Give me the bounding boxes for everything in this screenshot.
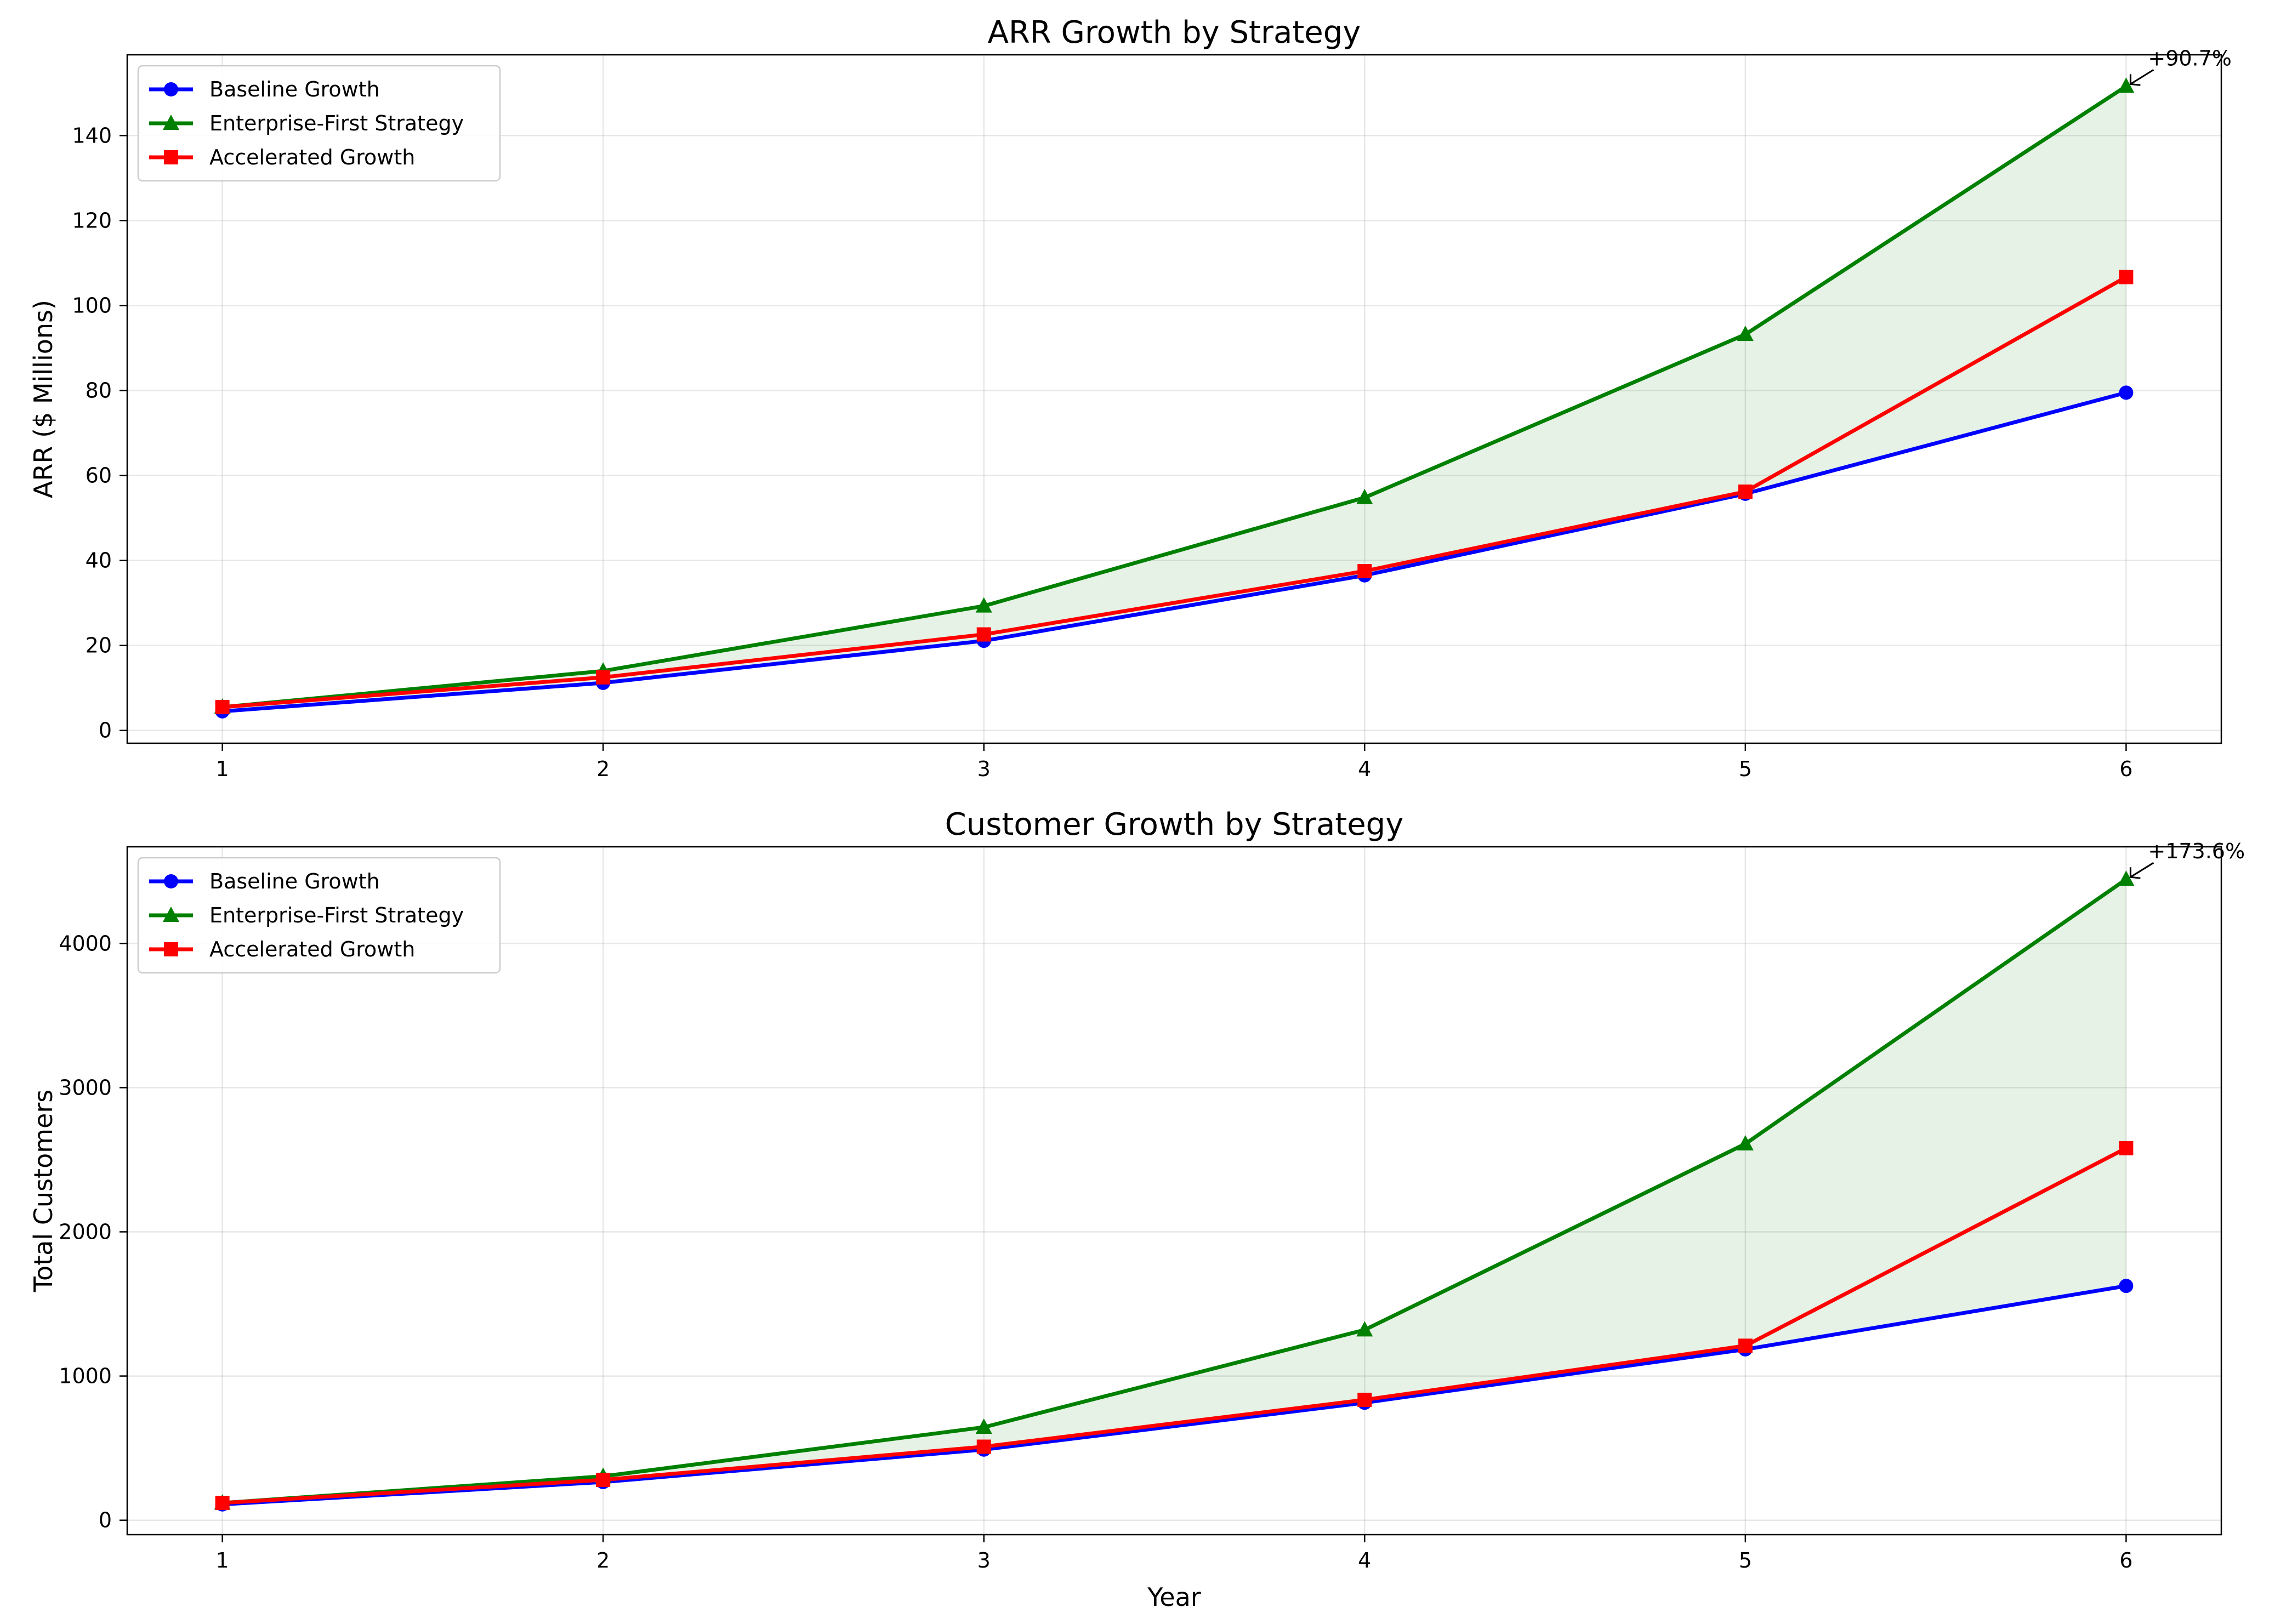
customer-growth-chart: 1 2 3 4 5 6 0 1000 2000 3000 4000 Customer Growth b… (29, 807, 2245, 1612)
chart0-x-tick-label-2: 2 (596, 757, 610, 781)
chart0-point-accelerated-growth-5 (1738, 485, 1753, 499)
chart0-y-tick-label-20: 20 (86, 634, 112, 658)
chart1-annotation-text: +173.6% (2148, 839, 2245, 863)
chart1-legend-marker-accelerated-growth (164, 942, 178, 956)
chart0-legend-marker-enterprise-first-strategy (163, 115, 179, 130)
chart1-axes-frame (126, 846, 2222, 1536)
chart1-series-line-accelerated-growth (222, 1146, 2127, 1505)
chart1-point-accelerated-growth-5 (1738, 1338, 1753, 1353)
chart0-fill-between-area (222, 86, 2126, 711)
chart1-y-tick-label-1000: 1000 (59, 1364, 112, 1388)
chart1-y-tick-label-2000: 2000 (59, 1220, 112, 1244)
chart1-y-axis-label: Total Customers (29, 1090, 58, 1292)
chart1-annotation-arrowhead (2129, 867, 2141, 879)
chart1-point-enterprise-first-strategy-5 (1737, 1135, 1754, 1150)
chart1-y-tick-label-4000: 4000 (59, 931, 112, 955)
chart0-point-accelerated-growth-1 (215, 700, 230, 715)
chart1-legend-label-enterprise-first-strategy: Enterprise-First Strategy (209, 903, 464, 927)
chart0-point-enterprise-first-strategy-3 (975, 597, 992, 613)
chart1-point-accelerated-growth-2 (596, 1473, 611, 1488)
chart0-annotation-arrowhead (2129, 74, 2141, 86)
chart0-legend-label-enterprise-first-strategy: Enterprise-First Strategy (209, 111, 464, 135)
chart1-y-tick-label-3000: 3000 (59, 1075, 112, 1099)
chart1-x-tick-label-6: 6 (2119, 1548, 2132, 1572)
chart0-axes-frame (126, 54, 2222, 744)
chart1-annotation-arrow (2130, 862, 2154, 878)
chart0-point-enterprise-first-strategy-6 (2118, 77, 2135, 93)
chart1-point-enterprise-first-strategy-3 (975, 1418, 992, 1434)
chart0-point-baseline-growth-6 (2119, 385, 2134, 400)
chart0-y-tick-label-60: 60 (86, 464, 112, 488)
chart1-x-tick-label-4: 4 (1358, 1548, 1371, 1572)
chart0-y-tick-label-0: 0 (99, 719, 112, 743)
chart1-y-tick-label-0: 0 (99, 1508, 112, 1532)
chart0-legend-marker-accelerated-growth (164, 150, 178, 164)
chart1-legend-marker-enterprise-first-strategy (163, 907, 179, 922)
chart1-x-tick-label-1: 1 (216, 1548, 229, 1572)
chart1-legend-box (137, 857, 501, 974)
chart0-legend-label-accelerated-growth: Accelerated Growth (209, 145, 415, 169)
chart1-point-baseline-growth-6 (2119, 1279, 2134, 1293)
chart1-series-line-enterprise-first-strategy (222, 877, 2128, 1505)
chart1-legend-label-accelerated-growth: Accelerated Growth (209, 937, 415, 961)
chart1-x-axis-label: Year (1147, 1582, 1201, 1612)
chart1-point-enterprise-first-strategy-6 (2118, 870, 2135, 886)
chart0-series-line-accelerated-growth (222, 275, 2128, 709)
chart0-legend: Baseline Growth Enterprise-First Strategy… (137, 65, 501, 182)
chart0-legend-marker-baseline-growth (164, 82, 178, 96)
chart1-point-enterprise-first-strategy-4 (1356, 1321, 1373, 1337)
chart0-annotation-text: +90.7% (2148, 46, 2232, 70)
chart0-y-tick-label-120: 120 (72, 208, 112, 232)
chart1-legend: Baseline Growth Enterprise-First Strategy… (137, 857, 501, 974)
chart0-point-accelerated-growth-2 (596, 670, 611, 685)
chart1-chart-title: Customer Growth by Strategy (945, 807, 1404, 842)
chart0-point-accelerated-growth-4 (1357, 564, 1372, 578)
chart0-y-tick-label-140: 140 (72, 123, 112, 147)
chart1-x-tick-label-2: 2 (596, 1548, 610, 1572)
chart1-series-line-baseline-growth (222, 1284, 2126, 1507)
chart0-y-tick-label-80: 80 (86, 378, 112, 402)
chart0-chart-title: ARR Growth by Strategy (988, 15, 1361, 50)
chart0-y-tick-label-40: 40 (86, 549, 112, 573)
chart1-legend-label-baseline-growth: Baseline Growth (209, 869, 380, 893)
chart1-legend-marker-baseline-growth (164, 874, 178, 888)
chart0-point-enterprise-first-strategy-4 (1356, 488, 1373, 504)
chart0-annotation-arrow (2130, 69, 2154, 85)
chart0-x-tick-label-1: 1 (216, 757, 229, 781)
chart0-y-axis-label: ARR ($ Millions) (29, 300, 58, 498)
chart1-point-accelerated-growth-3 (976, 1439, 991, 1454)
chart1-point-accelerated-growth-6 (2119, 1141, 2134, 1155)
chart0-x-tick-label-6: 6 (2119, 757, 2132, 781)
chart0-series-line-enterprise-first-strategy (222, 84, 2128, 709)
chart0-x-tick-label-3: 3 (977, 757, 991, 781)
chart0-legend-box (137, 65, 501, 182)
chart0-point-accelerated-growth-3 (976, 627, 991, 642)
chart0-legend-label-baseline-growth: Baseline Growth (209, 77, 380, 101)
chart1-point-accelerated-growth-1 (215, 1496, 230, 1511)
chart0-x-tick-label-5: 5 (1739, 757, 1752, 781)
chart1-fill-between-area (222, 879, 2126, 1505)
chart0-point-enterprise-first-strategy-5 (1737, 326, 1754, 341)
chart1-x-tick-label-5: 5 (1739, 1548, 1752, 1572)
chart0-series-line-baseline-growth (222, 390, 2127, 714)
chart0-y-tick-label-100: 100 (72, 293, 112, 317)
chart1-x-tick-label-3: 3 (977, 1548, 991, 1572)
chart0-point-accelerated-growth-6 (2119, 270, 2134, 284)
chart0-x-tick-label-4: 4 (1358, 757, 1371, 781)
chart1-point-accelerated-growth-4 (1357, 1392, 1372, 1407)
